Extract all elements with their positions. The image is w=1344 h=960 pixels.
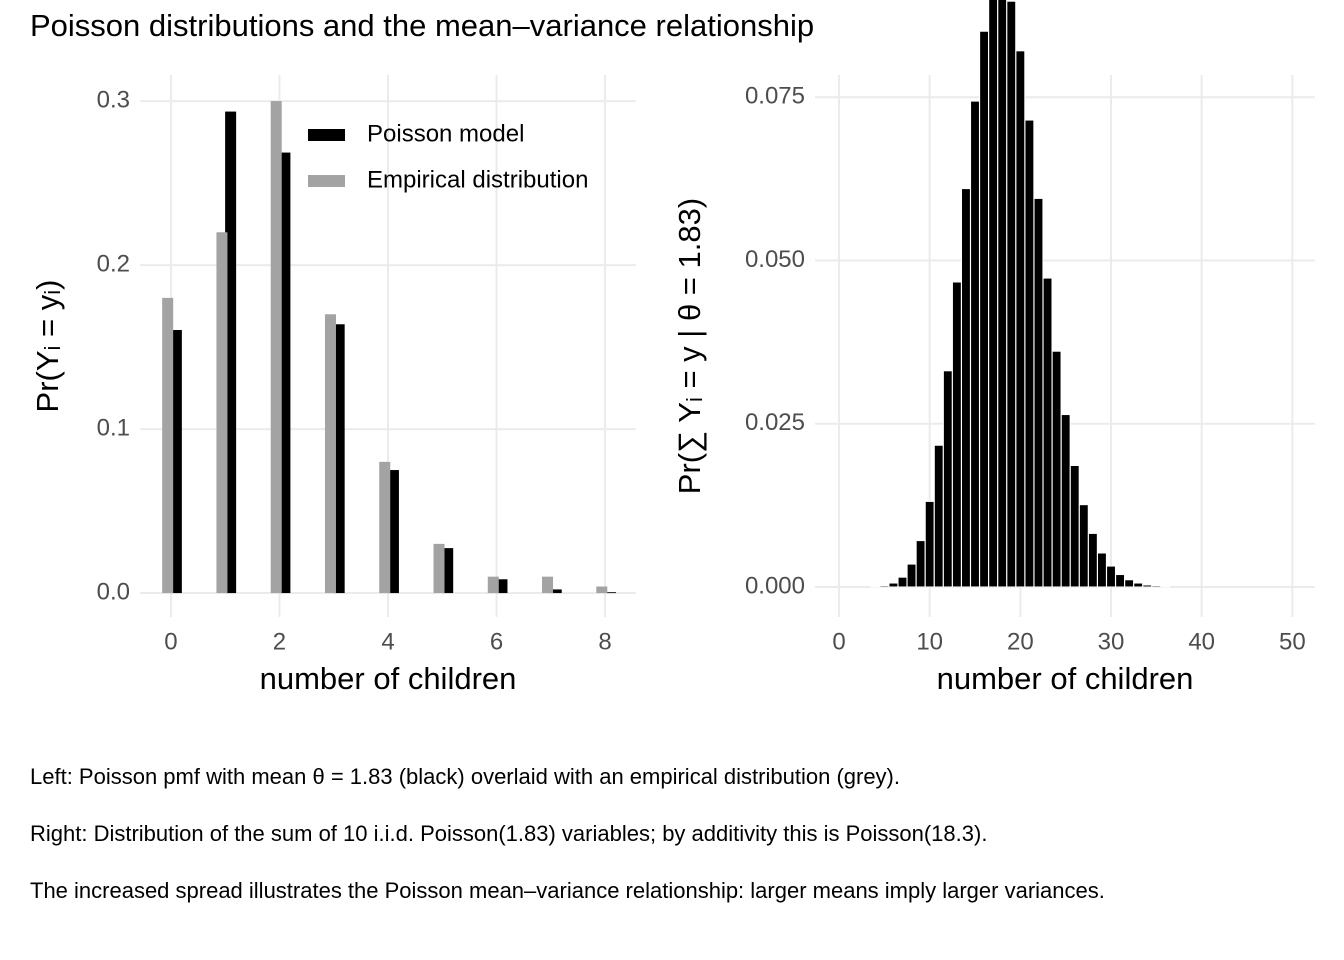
bar <box>988 0 999 588</box>
bar <box>170 330 182 594</box>
bar <box>379 461 391 594</box>
bar <box>333 324 345 594</box>
y-tick-label: 0.2 <box>97 250 130 277</box>
caption: The increased spread illustrates the Poi… <box>30 878 1105 903</box>
bar <box>604 592 616 594</box>
bar <box>550 589 562 594</box>
x-tick-label: 30 <box>1098 628 1125 655</box>
bar <box>225 111 237 594</box>
bar <box>433 543 445 594</box>
bar <box>1033 197 1044 588</box>
y-tick-label: 0.025 <box>745 409 805 436</box>
x-tick-label: 8 <box>598 628 611 655</box>
bar <box>897 576 908 588</box>
bar <box>906 563 917 588</box>
bar <box>1051 350 1062 588</box>
x-tick-label: 2 <box>273 628 286 655</box>
bar <box>870 585 881 588</box>
bar <box>879 585 890 588</box>
bar <box>487 576 499 594</box>
x-tick-label: 20 <box>1007 628 1034 655</box>
bar <box>324 314 336 594</box>
x-tick-label: 4 <box>381 628 394 655</box>
y-tick-label: 0.0 <box>97 578 130 605</box>
bar <box>1142 584 1153 588</box>
bar <box>496 579 508 594</box>
bar <box>1006 0 1017 588</box>
legend-label: Empirical distribution <box>367 166 588 193</box>
y-axis-title: Pr(∑ Yᵢ = y | θ = 1.83) <box>672 198 707 494</box>
bar <box>970 100 980 588</box>
bar <box>888 582 899 588</box>
bar <box>942 370 953 588</box>
y-tick-label: 0.050 <box>745 246 805 273</box>
y-tick-label: 0.075 <box>745 83 805 110</box>
bar <box>542 576 554 594</box>
bar <box>1069 465 1080 588</box>
x-tick-label: 40 <box>1188 628 1215 655</box>
bar <box>1015 50 1026 588</box>
bar <box>216 232 228 594</box>
y-axis-title: Pr(Yᵢ = yᵢ) <box>30 280 65 413</box>
bar <box>596 586 608 594</box>
bar <box>1042 277 1053 588</box>
x-tick-label: 6 <box>490 628 503 655</box>
bar <box>279 152 291 594</box>
page-title: Poisson distributions and the mean–varia… <box>30 8 814 43</box>
x-axis-title: number of children <box>260 661 517 696</box>
bar <box>1160 585 1171 588</box>
y-tick-label: 0.3 <box>97 86 130 113</box>
bar <box>1060 414 1071 588</box>
bar <box>924 500 935 588</box>
bar <box>1115 574 1126 588</box>
caption: Right: Distribution of the sum of 10 i.i… <box>30 821 987 846</box>
legend-key <box>308 175 345 187</box>
x-axis-title: number of children <box>937 661 1194 696</box>
legend-key <box>308 129 345 141</box>
y-tick-label: 0.1 <box>97 414 130 441</box>
caption: Left: Poisson pmf with mean θ = 1.83 (bl… <box>30 764 900 789</box>
bar <box>270 101 282 594</box>
bar <box>1024 119 1035 588</box>
bar <box>1087 532 1098 588</box>
bar <box>1106 565 1116 588</box>
bar <box>162 297 174 594</box>
x-tick-label: 0 <box>164 628 177 655</box>
bar <box>387 470 399 594</box>
bar <box>1133 582 1144 588</box>
bar <box>1124 579 1135 588</box>
bar <box>951 281 962 588</box>
bar <box>933 444 944 588</box>
bar <box>1151 585 1162 588</box>
x-tick-label: 10 <box>916 628 943 655</box>
bar <box>979 30 990 588</box>
bar <box>961 188 971 588</box>
legend-label: Poisson model <box>367 120 524 147</box>
bar <box>915 540 926 588</box>
x-tick-label: 50 <box>1279 628 1306 655</box>
bar <box>997 0 1008 588</box>
x-tick-label: 0 <box>832 628 845 655</box>
bar <box>1078 504 1089 588</box>
bar <box>1097 552 1107 588</box>
y-tick-label: 0.000 <box>745 572 805 599</box>
bar <box>442 548 454 594</box>
